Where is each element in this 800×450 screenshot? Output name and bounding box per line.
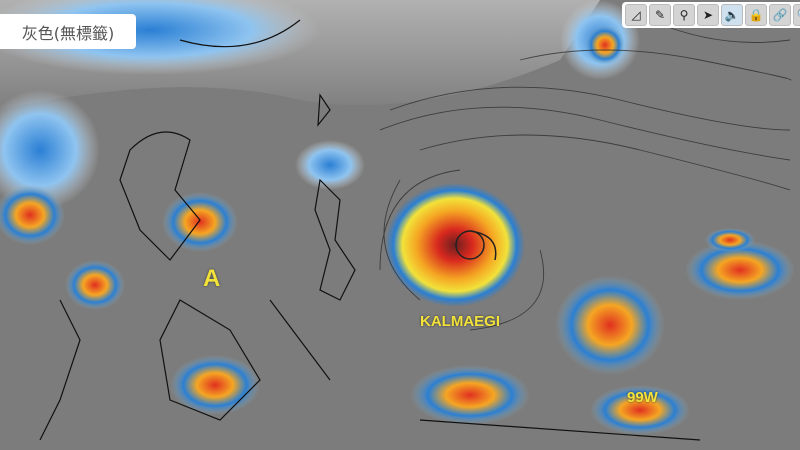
label-kalmaegi: KALMAEGI <box>420 313 500 330</box>
search-icon[interactable]: 🔍 <box>793 4 800 26</box>
navigation-arrow-icon[interactable]: ➤ <box>697 4 719 26</box>
speaker-icon[interactable]: 🔈 <box>721 4 743 26</box>
map-toolbar: ◿ ✎ ⚲ ➤ 🔈 🔒 🔗 🔍 <box>622 2 800 28</box>
map-pin-icon[interactable]: ⚲ <box>673 4 695 26</box>
label-a: A <box>203 265 221 292</box>
layer-label[interactable]: 灰色(無標籤) <box>0 14 136 49</box>
link-icon[interactable]: 🔗 <box>769 4 791 26</box>
ruler-icon[interactable]: ◿ <box>625 4 647 26</box>
label-99w: 99W <box>627 389 658 406</box>
lock-icon[interactable]: 🔒 <box>745 4 767 26</box>
pencil-icon[interactable]: ✎ <box>649 4 671 26</box>
